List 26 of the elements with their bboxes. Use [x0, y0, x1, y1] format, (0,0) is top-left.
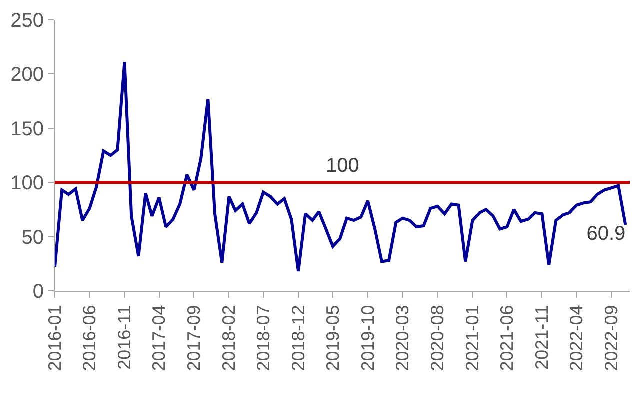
y-tick-label: 0	[32, 281, 44, 303]
x-tick-label: 2016-06	[80, 305, 100, 372]
x-tick-label: 2019-10	[358, 305, 378, 372]
x-tick-label: 2021-06	[497, 305, 518, 372]
x-tick-label: 2017-09	[184, 305, 204, 372]
x-tick-label: 2019-05	[322, 305, 343, 372]
x-tick-label: 2018-02	[219, 305, 240, 372]
x-tick-label: 2016-11	[114, 305, 135, 370]
x-tick-label: 2020-03	[392, 305, 413, 372]
x-tick-label: 2018-12	[288, 305, 308, 372]
data-label: 60.9	[586, 222, 626, 245]
x-tick-label: 2020-08	[428, 305, 448, 372]
x-tick-label: 2022-04	[566, 305, 587, 372]
x-tick-label: 2022-09	[602, 305, 622, 372]
x-tick-label: 2016-01	[44, 305, 65, 372]
y-tick-label: 100	[10, 172, 44, 195]
y-tick-label: 250	[10, 10, 44, 32]
x-tick-label: 2021-11	[532, 305, 552, 370]
line-series	[55, 60, 628, 273]
y-tick-label: 150	[10, 118, 44, 140]
y-tick-label: 200	[10, 64, 44, 86]
x-tick-label: 2021-01	[462, 305, 483, 372]
y-tick-label: 50	[22, 226, 44, 249]
ref-line-label: 100	[326, 155, 360, 177]
x-tick-label: 2017-04	[149, 305, 170, 372]
x-tick-label: 2018-07	[253, 305, 274, 372]
